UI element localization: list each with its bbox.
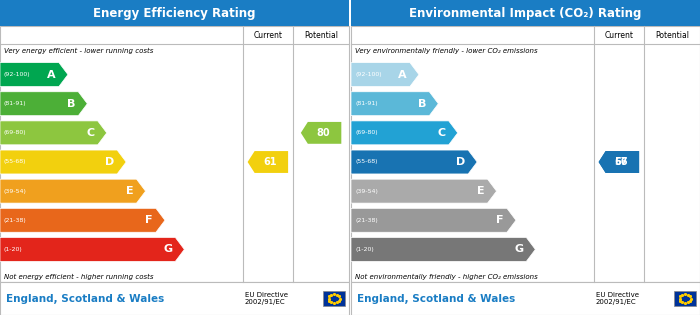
Bar <box>323 291 345 306</box>
Text: (21-38): (21-38) <box>4 218 27 223</box>
Text: (92-100): (92-100) <box>4 72 31 77</box>
Text: (92-100): (92-100) <box>355 72 382 77</box>
Text: F: F <box>496 215 504 225</box>
Text: B: B <box>67 99 76 109</box>
Bar <box>0 0 349 26</box>
Text: Not energy efficient - higher running costs: Not energy efficient - higher running co… <box>4 274 153 280</box>
Polygon shape <box>0 92 88 116</box>
Polygon shape <box>351 63 419 87</box>
Text: (39-54): (39-54) <box>355 189 378 194</box>
Text: (55-68): (55-68) <box>4 159 27 164</box>
Bar <box>351 0 700 26</box>
Text: (55-68): (55-68) <box>355 159 377 164</box>
Text: B: B <box>418 99 426 109</box>
Polygon shape <box>351 121 458 145</box>
Text: C: C <box>438 128 446 138</box>
Bar <box>351 26 700 282</box>
Polygon shape <box>0 63 68 87</box>
Polygon shape <box>351 238 536 261</box>
Text: 80: 80 <box>316 128 330 138</box>
Text: E: E <box>477 186 484 196</box>
Polygon shape <box>0 179 146 203</box>
Text: Not environmentally friendly - higher CO₂ emissions: Not environmentally friendly - higher CO… <box>355 274 538 280</box>
Text: Very energy efficient - lower running costs: Very energy efficient - lower running co… <box>4 48 153 54</box>
Text: E: E <box>126 186 134 196</box>
Text: A: A <box>398 70 407 80</box>
Text: G: G <box>163 244 172 255</box>
Polygon shape <box>598 151 639 173</box>
Text: (21-38): (21-38) <box>355 218 378 223</box>
Text: Very environmentally friendly - lower CO₂ emissions: Very environmentally friendly - lower CO… <box>355 48 538 54</box>
Polygon shape <box>301 122 342 144</box>
Text: (81-91): (81-91) <box>4 101 27 106</box>
Polygon shape <box>0 208 165 232</box>
Text: England, Scotland & Wales: England, Scotland & Wales <box>357 294 515 303</box>
Polygon shape <box>351 208 516 232</box>
Bar <box>351 282 700 315</box>
Text: D: D <box>105 157 114 167</box>
Text: 61: 61 <box>263 157 276 167</box>
Text: F: F <box>146 215 153 225</box>
Text: Energy Efficiency Rating: Energy Efficiency Rating <box>93 7 256 20</box>
Bar <box>674 291 696 306</box>
Text: (1-20): (1-20) <box>4 247 22 252</box>
Bar <box>0 26 349 282</box>
Text: EU Directive
2002/91/EC: EU Directive 2002/91/EC <box>244 292 288 305</box>
Text: (81-91): (81-91) <box>355 101 377 106</box>
Text: Environmental Impact (CO₂) Rating: Environmental Impact (CO₂) Rating <box>410 7 642 20</box>
Text: Current: Current <box>604 31 634 39</box>
Polygon shape <box>0 121 106 145</box>
Polygon shape <box>351 150 477 174</box>
Text: C: C <box>87 128 94 138</box>
Text: EU Directive
2002/91/EC: EU Directive 2002/91/EC <box>596 292 638 305</box>
Text: G: G <box>514 244 524 255</box>
Polygon shape <box>0 238 184 261</box>
Polygon shape <box>351 92 438 116</box>
Text: (1-20): (1-20) <box>355 247 374 252</box>
Polygon shape <box>0 150 126 174</box>
Text: (69-80): (69-80) <box>355 130 377 135</box>
Text: 56: 56 <box>614 157 628 167</box>
Text: (39-54): (39-54) <box>4 189 27 194</box>
Polygon shape <box>248 151 288 173</box>
Text: Current: Current <box>253 31 282 39</box>
Bar <box>0 282 349 315</box>
Text: Potential: Potential <box>304 31 338 39</box>
Text: D: D <box>456 157 465 167</box>
Text: (69-80): (69-80) <box>4 130 27 135</box>
Text: A: A <box>48 70 56 80</box>
Text: 67: 67 <box>614 157 628 167</box>
Polygon shape <box>598 151 639 173</box>
Text: Potential: Potential <box>655 31 689 39</box>
Text: England, Scotland & Wales: England, Scotland & Wales <box>6 294 164 303</box>
Polygon shape <box>351 179 496 203</box>
